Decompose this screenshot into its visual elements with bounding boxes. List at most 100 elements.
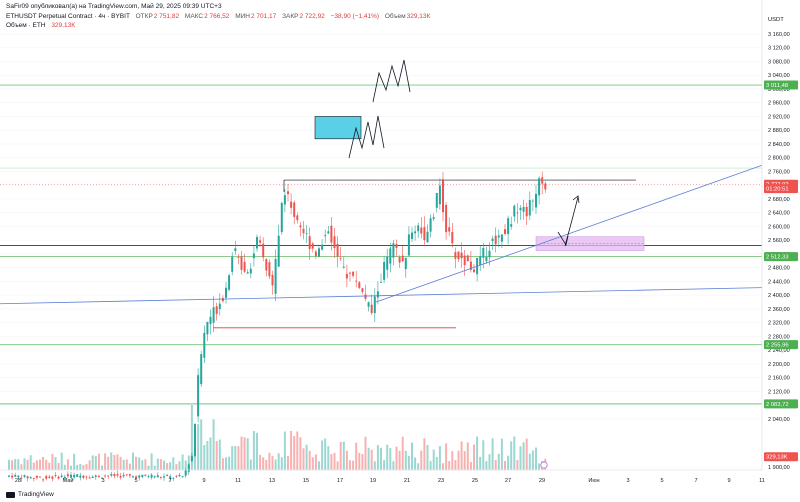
volume-bar xyxy=(367,447,370,470)
candle-body xyxy=(119,476,122,478)
candle-body xyxy=(342,266,345,268)
volume-bar xyxy=(60,452,63,470)
price-tick-label: 2 960,00 xyxy=(768,101,790,107)
volume-bar xyxy=(336,461,339,470)
volume-bar xyxy=(308,450,311,470)
candle-body xyxy=(194,423,196,457)
volume-bar xyxy=(212,419,215,470)
tradingview-logo-icon xyxy=(6,491,15,498)
candle-body xyxy=(181,476,184,478)
volume-bar xyxy=(82,465,85,470)
candle-body xyxy=(417,225,420,232)
volume-bar xyxy=(411,442,413,470)
candle-body xyxy=(451,231,454,244)
volume-bar xyxy=(290,430,293,470)
candle-body xyxy=(104,475,107,477)
volume-bar xyxy=(463,451,466,470)
volume-bar xyxy=(361,454,364,470)
price-tick-label: 2 360,00 xyxy=(768,307,790,313)
volume-bar xyxy=(352,460,355,470)
candle-body xyxy=(373,296,376,314)
volume-bar xyxy=(184,460,187,470)
candle-body xyxy=(538,178,541,196)
candle-body xyxy=(85,476,88,478)
volume-bar xyxy=(197,424,200,470)
volume-bar xyxy=(122,459,125,470)
candle-body xyxy=(525,206,528,217)
volume-bar xyxy=(333,452,336,470)
candle-body xyxy=(358,282,361,288)
candle-body xyxy=(125,474,128,476)
volume-bar xyxy=(187,455,190,470)
volume-bar xyxy=(166,463,169,470)
candle-body xyxy=(70,474,72,478)
long-trendline xyxy=(0,287,763,305)
price-tag-label: 329,13K xyxy=(766,455,788,461)
candle-body xyxy=(206,321,209,335)
pullback-arrow xyxy=(557,231,569,247)
volume-bar xyxy=(345,450,348,470)
candle-body xyxy=(156,475,159,478)
candle-body xyxy=(454,252,457,259)
candle-body xyxy=(376,291,379,298)
volume-bar xyxy=(147,465,150,470)
candle-body xyxy=(231,256,234,272)
volume-bar xyxy=(349,460,351,470)
volume-bar xyxy=(274,459,277,470)
volume-bar xyxy=(39,459,41,470)
volume-bar xyxy=(237,446,240,470)
candle-body xyxy=(82,475,85,478)
candle-body xyxy=(228,275,231,290)
candle-body xyxy=(11,475,14,478)
volume-bar xyxy=(32,462,35,470)
candles xyxy=(8,171,547,483)
price-tick-label: 2 800,00 xyxy=(768,156,790,162)
candle-body xyxy=(445,205,448,233)
event-marker-icon[interactable] xyxy=(540,461,548,469)
volume-bar xyxy=(429,461,432,470)
volume-bar xyxy=(339,441,342,470)
candle-body xyxy=(349,272,351,274)
time-tick-label: 7 xyxy=(168,478,171,484)
volume-bar xyxy=(525,438,528,470)
candle-body xyxy=(414,231,417,234)
candle-body xyxy=(541,177,544,184)
volume-bar xyxy=(243,437,246,470)
candle-body xyxy=(132,476,134,478)
candle-body xyxy=(404,257,407,270)
price-tag: 2 083,72 xyxy=(764,399,798,409)
volume-bar xyxy=(314,454,317,470)
candle-body xyxy=(407,234,410,256)
candle-body xyxy=(395,244,398,248)
volume-bar xyxy=(150,453,153,470)
volume-bar xyxy=(423,438,426,470)
candle-body xyxy=(135,476,138,479)
volume-bar xyxy=(389,448,392,470)
candle-body xyxy=(531,200,534,202)
volume-bar xyxy=(20,464,23,470)
candle-body xyxy=(48,476,51,478)
candle-body xyxy=(355,280,358,282)
time-axis[interactable]: 28 Май 3 5 7 9 11 13 15 17 19 21 23 25 27 29 Июн 3 5 7 9 11 xyxy=(15,477,765,484)
price-tick-label: 2 400,00 xyxy=(768,293,790,299)
candle-body xyxy=(23,475,26,477)
candle-body xyxy=(14,474,17,477)
candle-body xyxy=(392,243,395,258)
volume-bar xyxy=(404,450,407,470)
volume-bar xyxy=(45,459,48,470)
candle-body xyxy=(63,476,66,479)
price-tick-label: 2 560,00 xyxy=(768,238,790,244)
time-tick-label: Май xyxy=(63,477,74,484)
candle-body xyxy=(268,262,271,277)
volume-value: 329,13К xyxy=(406,13,431,20)
candle-body xyxy=(544,183,547,190)
candle-body xyxy=(314,251,317,257)
candle-body xyxy=(178,474,181,477)
volume-bar xyxy=(364,436,367,470)
volume-bar xyxy=(113,454,116,470)
candle-body xyxy=(318,248,320,257)
volume-bar xyxy=(318,461,320,470)
volume-bar xyxy=(206,441,209,470)
candle-body xyxy=(225,287,227,298)
